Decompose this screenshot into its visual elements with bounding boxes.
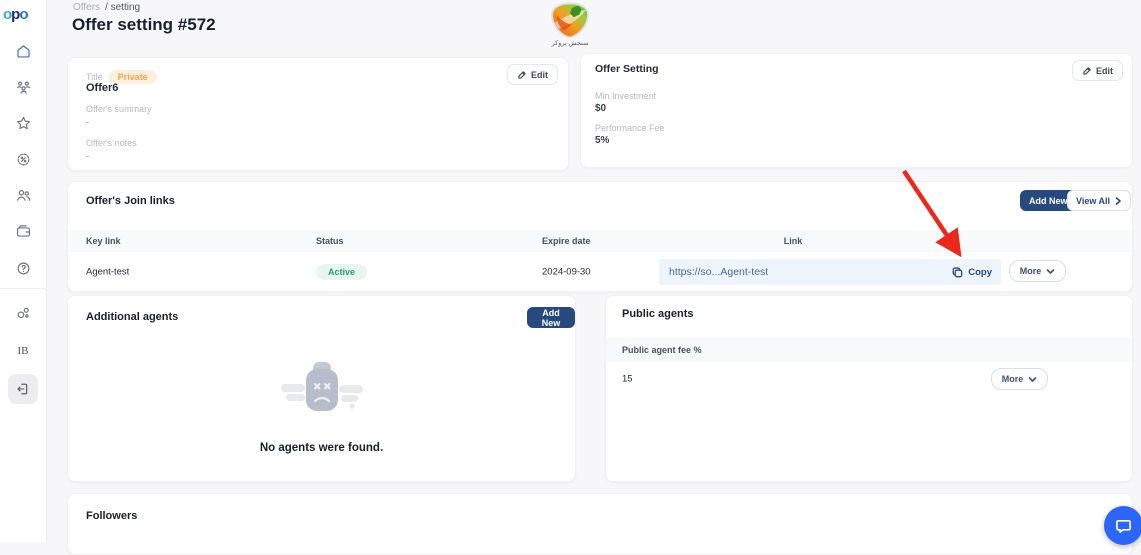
- pencil-icon: [1083, 66, 1091, 75]
- brand-caption: سنجش بروکر: [551, 40, 589, 47]
- title-value: Offer6: [86, 82, 119, 94]
- private-badge: Private: [108, 70, 157, 84]
- col-key-link: Key link: [86, 236, 121, 246]
- home-icon: [16, 44, 30, 58]
- table-row: Agent-test Active 2024-09-30 https://so.…: [68, 252, 1132, 291]
- offer-setting-card: Offer Setting Min Investment $0 Performa…: [580, 53, 1133, 168]
- sidebar-item-help[interactable]: [12, 257, 34, 279]
- row-more-button[interactable]: More: [991, 368, 1048, 390]
- wallet-icon: [16, 224, 30, 237]
- join-links-card: Offer's Join links Add New View All Key …: [67, 181, 1133, 292]
- bubbles-icon: [17, 307, 29, 318]
- followers-card: Followers: [67, 493, 1133, 555]
- sidebar-item-home[interactable]: [12, 40, 34, 62]
- brand-logo: سنجش بروکر: [536, 2, 604, 47]
- chevron-right-icon: [1115, 196, 1121, 205]
- notes-value: -: [86, 151, 89, 161]
- no-agents-robot-icon: [280, 362, 363, 411]
- public-agents-card: Public agents Public agent fee % 15 More: [605, 295, 1133, 482]
- chat-widget-button[interactable]: [1104, 506, 1141, 545]
- no-agents-message: No agents were found.: [259, 442, 384, 454]
- col-link: Link: [783, 236, 803, 246]
- key-link-cell: Agent-test: [86, 266, 130, 277]
- additional-agents-heading: Additional agents: [86, 311, 179, 323]
- edit-offer-title-button[interactable]: Edit: [507, 64, 558, 85]
- breadcrumb-current: / setting: [105, 2, 141, 13]
- sidebar-item-team[interactable]: [12, 76, 34, 98]
- logout-icon: [17, 383, 28, 395]
- copy-icon: [952, 266, 963, 277]
- sidebar-item-bubbles[interactable]: [12, 302, 34, 324]
- star-icon: [16, 116, 30, 129]
- pencil-icon: [518, 70, 526, 79]
- sidebar-item-users[interactable]: [12, 184, 34, 206]
- followers-heading: Followers: [86, 510, 138, 522]
- help-icon: [17, 262, 29, 274]
- sidebar-item-ib[interactable]: IB: [17, 345, 29, 357]
- copy-label: Copy: [968, 266, 992, 278]
- copy-link-button[interactable]: Copy: [951, 266, 1001, 279]
- offer-setting-heading: Offer Setting: [595, 63, 659, 75]
- notes-label: Offer's notes: [86, 138, 137, 148]
- col-status: Status: [316, 236, 344, 246]
- join-links-table-header: Key link Status Expire date Link: [68, 230, 1132, 252]
- more-label: More: [1001, 374, 1024, 384]
- breadcrumb: Offers / setting: [73, 2, 140, 13]
- edit-button-label: Edit: [1096, 65, 1113, 76]
- more-label: More: [1019, 266, 1042, 276]
- status-badge: Active: [316, 263, 368, 280]
- public-agents-table-header: Public agent fee %: [606, 338, 1132, 362]
- summary-label: Offer's summary: [86, 104, 152, 114]
- discount-badge-icon: [17, 153, 29, 165]
- view-all-label: View All: [1076, 195, 1111, 206]
- col-expire-date: Expire date: [542, 236, 591, 246]
- join-links-view-all-button[interactable]: View All: [1067, 190, 1132, 211]
- title-label: Title: [86, 72, 103, 82]
- team-icon: [16, 81, 30, 94]
- table-row: 15 More: [606, 362, 1132, 396]
- sidebar: opo IB: [0, 0, 47, 542]
- sidebar-item-favorites[interactable]: [12, 112, 34, 134]
- sidebar-item-wallet[interactable]: [12, 220, 34, 242]
- app-logo[interactable]: opo: [3, 6, 29, 23]
- broker-shield-icon: [550, 2, 590, 39]
- performance-fee-label: Performance Fee: [595, 123, 665, 133]
- page-title: Offer setting #572: [72, 15, 216, 34]
- performance-fee-value: 5%: [595, 135, 610, 146]
- min-investment-value: $0: [595, 103, 607, 114]
- app-logo-letter: p: [11, 6, 20, 23]
- additional-agents-card: Additional agents Add New No agents were…: [67, 295, 576, 482]
- public-agents-heading: Public agents: [622, 308, 694, 320]
- sidebar-divider: [0, 288, 46, 289]
- additional-agents-add-new-button[interactable]: Add New: [527, 307, 575, 328]
- row-more-button[interactable]: More: [1009, 260, 1066, 282]
- edit-offer-setting-button[interactable]: Edit: [1072, 60, 1123, 81]
- offer-title-card: Title Private Offer6 Offer's summary - Of…: [67, 57, 569, 171]
- chat-icon: [1116, 519, 1131, 533]
- join-link-pill: https://so...Agent-test Copy: [659, 259, 1001, 285]
- join-links-heading: Offer's Join links: [86, 195, 175, 207]
- edit-button-label: Edit: [531, 69, 548, 80]
- expire-date-cell: 2024-09-30: [542, 266, 591, 277]
- users-icon: [16, 189, 30, 201]
- join-links-add-new-button[interactable]: Add New: [1020, 190, 1077, 211]
- title-label-row: Title Private: [86, 67, 157, 85]
- join-link-url[interactable]: https://so...Agent-test: [669, 266, 769, 278]
- breadcrumb-parent[interactable]: Offers: [73, 2, 101, 13]
- fee-cell: 15: [622, 373, 633, 385]
- sidebar-item-discounts[interactable]: [12, 148, 34, 170]
- chevron-down-icon: [1028, 376, 1037, 382]
- min-investment-label: Min Investment: [595, 91, 657, 101]
- app-logo-letter: o: [19, 6, 28, 23]
- sidebar-item-logout[interactable]: [8, 374, 38, 404]
- chevron-down-icon: [1046, 268, 1055, 274]
- app-logo-letter: o: [3, 6, 12, 23]
- summary-value: -: [86, 117, 89, 127]
- col-public-agent-fee: Public agent fee %: [622, 345, 702, 355]
